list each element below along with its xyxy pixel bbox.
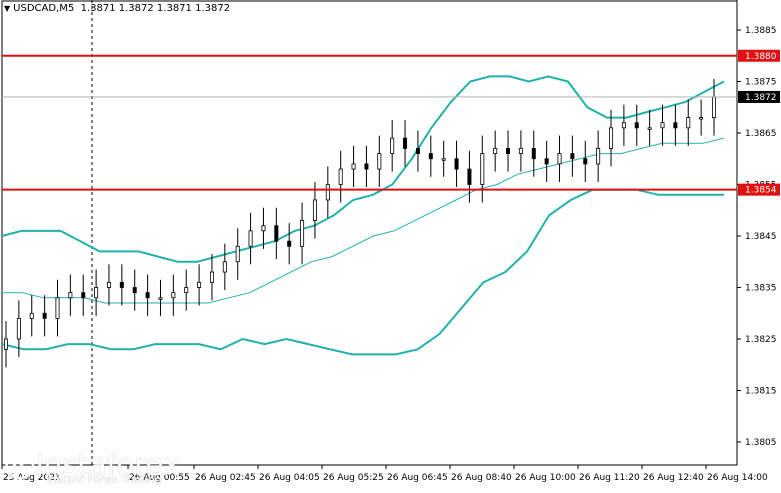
x-tick-label: 26 Aug 11:20	[579, 473, 640, 483]
candle-body	[184, 287, 189, 294]
candle-body	[248, 230, 253, 247]
candle-body	[325, 184, 330, 201]
y-tick-label: 1.3815	[745, 387, 777, 397]
candle-body	[377, 153, 382, 170]
candle-body	[518, 148, 523, 154]
candle-body	[222, 261, 227, 273]
candle-body	[531, 148, 536, 160]
y-tick-label: 1.3875	[745, 78, 777, 88]
y-tick-label: 1.3825	[745, 335, 777, 345]
bollinger-lower-band	[1, 188, 724, 356]
candle-body	[428, 153, 433, 160]
y-tick-label: 1.3805	[745, 438, 777, 448]
candle-body	[68, 292, 73, 299]
candle-body	[609, 127, 614, 149]
candle-body	[16, 317, 21, 340]
bollinger-upper-band	[1, 75, 725, 263]
candle-body	[364, 163, 369, 170]
plot-frame	[1, 0, 738, 466]
symbol-name: USDCAD,M5	[13, 3, 75, 14]
candle-body	[467, 168, 472, 185]
x-tick-label: 26 Aug 06:45	[387, 473, 448, 483]
candle-body	[480, 153, 485, 185]
x-tick-label: 26 Aug 05:25	[323, 473, 384, 483]
candle-body	[132, 287, 137, 294]
candle-body	[441, 158, 446, 161]
x-tick-label: 26 Aug 02:45	[195, 473, 256, 483]
y-tick-label: 1.3835	[745, 284, 777, 294]
candle-body	[338, 168, 343, 185]
candle-body	[621, 122, 626, 129]
candle-body	[119, 281, 124, 288]
triangle-down-icon[interactable]: ▼	[4, 4, 11, 13]
level-price-label: 1.3854	[745, 186, 777, 196]
candle-body	[235, 245, 240, 263]
candle-body	[454, 158, 459, 170]
x-tick-label: 26 Aug 08:40	[451, 473, 512, 483]
candle-body	[686, 117, 691, 129]
level-price-box	[738, 49, 780, 62]
x-tick-label: 26 Aug 10:00	[515, 473, 576, 483]
candle-body	[583, 158, 588, 165]
candle-body	[29, 312, 34, 319]
candle-body	[158, 297, 163, 300]
candle-body	[171, 292, 176, 299]
level-price-box	[738, 183, 780, 196]
ohlc-values: 1.3871 1.3872 1.3871 1.3872	[80, 3, 231, 14]
candle-body	[4, 338, 9, 350]
instaforex-logo-icon	[5, 450, 35, 480]
candle-body	[544, 158, 549, 165]
candle-body	[94, 287, 99, 299]
watermark: instaforex Instant Forex Trading	[4, 443, 181, 487]
candle-body	[403, 137, 408, 149]
x-tick-label: 26 Aug 12:40	[643, 473, 704, 483]
candle-body	[570, 153, 575, 160]
x-tick-label: 26 Aug 00:55	[129, 473, 190, 483]
symbol-header: ▼ USDCAD,M5 1.3871 1.3872 1.3871 1.3872	[4, 3, 230, 14]
candle-body	[55, 297, 60, 319]
watermark-brand: instaforex	[35, 447, 181, 483]
candle-body	[557, 153, 562, 165]
watermark-tagline: Instant Forex Trading	[46, 473, 162, 486]
x-tick-label: 25 Aug 2021	[3, 473, 61, 483]
candle-body	[647, 127, 652, 130]
x-tick-label: 26 Aug 14:00	[707, 473, 768, 483]
candle-body	[390, 137, 395, 154]
candle-body	[81, 292, 86, 299]
candle-body	[274, 225, 279, 242]
y-tick-label: 1.3865	[745, 129, 777, 139]
candle-body	[493, 148, 498, 154]
y-tick-label: 1.3845	[745, 232, 777, 242]
candle-body	[415, 148, 420, 154]
candle-body	[209, 271, 214, 283]
candle-body	[42, 312, 47, 319]
candle-body	[660, 122, 665, 129]
candle-body	[261, 225, 266, 232]
candle-body	[145, 292, 150, 299]
candle-body	[106, 281, 111, 288]
current-price-box	[738, 90, 780, 103]
current-price-label: 1.3872	[745, 93, 777, 103]
candle-body	[351, 163, 356, 170]
candle-body	[287, 240, 292, 247]
candle-body	[312, 199, 317, 221]
candle-body	[596, 148, 601, 165]
candle-body	[634, 122, 639, 129]
level-price-label: 1.3880	[745, 52, 777, 62]
candle-body	[712, 96, 717, 118]
candle-body	[300, 220, 305, 247]
candle-body	[673, 122, 678, 129]
candle-body	[699, 117, 704, 120]
x-tick-label: 26 Aug 04:05	[259, 473, 320, 483]
bollinger-middle-band	[2, 137, 725, 304]
candle-body	[506, 148, 511, 154]
y-tick-label: 1.3885	[745, 26, 777, 36]
candle-body	[197, 281, 202, 288]
